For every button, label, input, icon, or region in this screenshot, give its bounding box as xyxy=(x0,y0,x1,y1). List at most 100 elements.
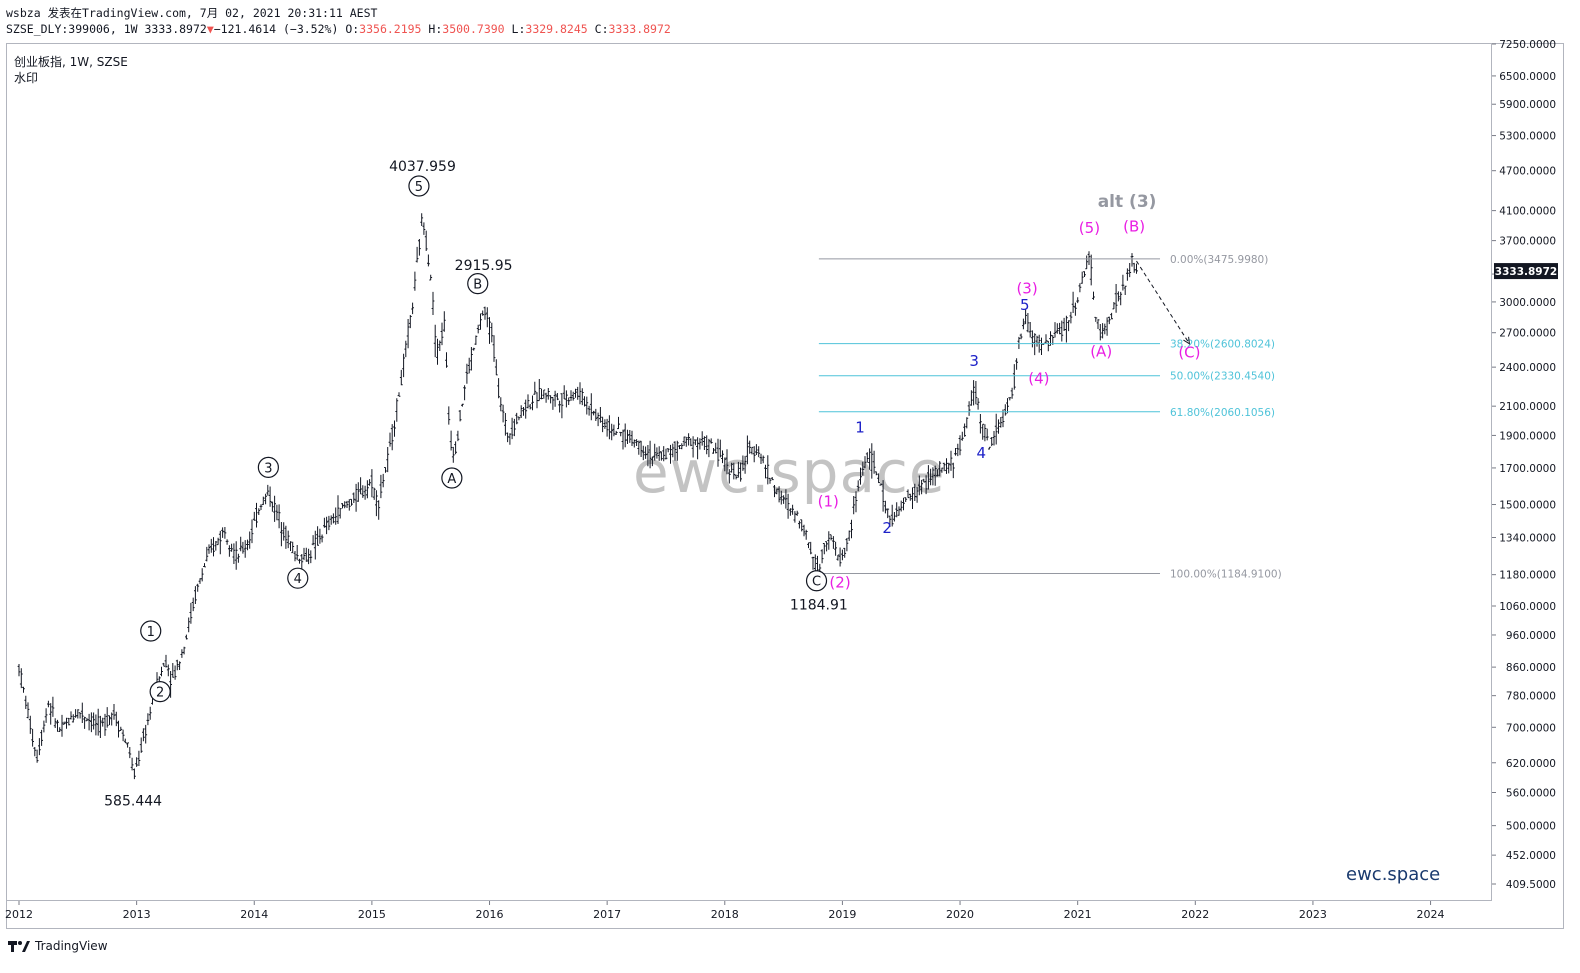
ohlc-bar xyxy=(207,544,211,554)
ohlc-bar xyxy=(687,433,690,446)
ohlc-bar xyxy=(476,324,480,334)
ohlc-bar xyxy=(62,721,66,725)
ohlc-bar xyxy=(983,424,987,442)
ohlc-bar xyxy=(951,462,955,479)
ohlc-bar xyxy=(395,398,399,422)
ohlc-bar xyxy=(716,438,720,467)
ohlc-bar xyxy=(605,418,609,437)
ohlc-bar xyxy=(635,439,638,446)
x-tick-label: 2012 xyxy=(5,908,33,921)
ohlc-bar xyxy=(470,347,473,371)
ohlc-bar xyxy=(886,508,890,519)
ohlc-bar xyxy=(746,435,749,465)
ohlc-bar xyxy=(1085,255,1089,270)
ohlc-bar xyxy=(291,541,295,554)
ohlc-bar xyxy=(660,451,663,461)
ohlc-bar xyxy=(651,456,654,467)
wave-label-intermediate: (B) xyxy=(1123,217,1145,235)
ohlc-bar xyxy=(126,742,129,748)
ohlc-bar xyxy=(954,448,957,456)
ohlc-bar xyxy=(881,480,885,512)
ohlc-bar xyxy=(938,461,942,477)
ohlc-bar xyxy=(621,429,625,450)
ohlc-bar xyxy=(488,317,491,344)
ohlc-bar xyxy=(599,407,602,423)
ohlc-bar xyxy=(481,310,485,316)
ohlc-bar xyxy=(1076,297,1080,304)
ohlc-bar xyxy=(185,634,188,640)
ohlc-bar xyxy=(872,450,876,474)
ohlc-bar xyxy=(1055,323,1059,334)
x-tick-label: 2019 xyxy=(828,908,856,921)
ohlc-bar xyxy=(732,462,736,480)
ohlc-bar xyxy=(139,737,143,753)
ohlc-bar xyxy=(834,541,837,556)
ohlc-bar xyxy=(237,553,240,563)
low-label: L: xyxy=(511,22,526,36)
ohlc-bar xyxy=(551,397,555,410)
ohlc-bar xyxy=(714,442,718,454)
ohlc-bar xyxy=(90,712,93,733)
projection-arrow-line xyxy=(1136,260,1190,345)
tradingview-logo-text: TradingView xyxy=(35,939,108,953)
ohlc-bar xyxy=(879,483,883,486)
y-tick-label: 860.0000 xyxy=(1506,662,1556,674)
y-tick-label: 3700.0000 xyxy=(1499,236,1556,248)
ohlc-bar xyxy=(870,443,874,479)
ohlc-bar xyxy=(94,714,98,736)
author: wsbza xyxy=(6,6,41,20)
y-tick-label: 560.0000 xyxy=(1506,788,1556,800)
ohlc-bar xyxy=(494,359,498,376)
ohlc-bar xyxy=(517,416,521,421)
y-tick-label: 620.0000 xyxy=(1506,758,1556,770)
ohlc-bar xyxy=(549,395,552,404)
ohlc-bar xyxy=(700,431,704,446)
ohlc-bar xyxy=(947,462,951,474)
wave-circle xyxy=(441,467,463,489)
y-tick-label: 1060.0000 xyxy=(1499,601,1556,613)
ohlc-bar xyxy=(375,490,378,517)
ohlc-bar xyxy=(920,479,923,495)
wave-label-intermediate: (5) xyxy=(1079,219,1100,237)
y-tick-label: 2700.0000 xyxy=(1499,328,1556,340)
ohlc-bar xyxy=(148,706,152,720)
price-axis[interactable] xyxy=(1492,43,1564,901)
ohlc-bar xyxy=(773,485,776,498)
y-tick-label: 1500.0000 xyxy=(1499,500,1556,512)
ohlc-bar xyxy=(42,720,46,733)
ohlc-bar xyxy=(1035,335,1039,347)
x-tick-label: 2020 xyxy=(946,908,974,921)
ohlc-bar xyxy=(438,340,442,351)
ohlc-bar xyxy=(28,715,32,734)
ohlc-bar xyxy=(44,708,48,723)
ohlc-bar xyxy=(458,410,462,422)
ohlc-bar xyxy=(967,401,971,416)
ohlc-bar xyxy=(537,379,541,402)
ohlc-bar xyxy=(655,447,659,459)
ohlc-bar xyxy=(101,717,105,727)
open-label: O: xyxy=(345,22,360,36)
symbol-line2: 水印 xyxy=(14,71,39,85)
last-price-tag xyxy=(1494,263,1558,280)
ohlc-bar xyxy=(562,385,566,400)
fib-level-label: 38.20%(2600.8024) xyxy=(1170,339,1275,351)
ohlc-bar xyxy=(895,502,899,518)
ohlc-bar xyxy=(963,423,966,437)
ohlc-bar xyxy=(626,429,629,444)
ohlc-bar xyxy=(809,541,813,555)
ohlc-bar xyxy=(408,315,412,329)
ohlc-bar xyxy=(479,313,482,330)
ohlc-bar xyxy=(345,500,349,508)
corner-brand: ewc.space xyxy=(1346,864,1441,885)
ohlc-bar xyxy=(1101,323,1104,339)
ohlc-bar xyxy=(51,696,55,717)
time-axis[interactable] xyxy=(6,901,1564,929)
ohlc-bar xyxy=(343,501,347,509)
tradingview-logo[interactable]: TradingView xyxy=(8,939,108,953)
ohlc-bar xyxy=(393,420,396,437)
ohlc-bar xyxy=(678,445,681,450)
ohlc-bar xyxy=(777,486,781,503)
chart-pane[interactable] xyxy=(6,43,1492,901)
y-tick-label: 1340.0000 xyxy=(1499,532,1556,544)
